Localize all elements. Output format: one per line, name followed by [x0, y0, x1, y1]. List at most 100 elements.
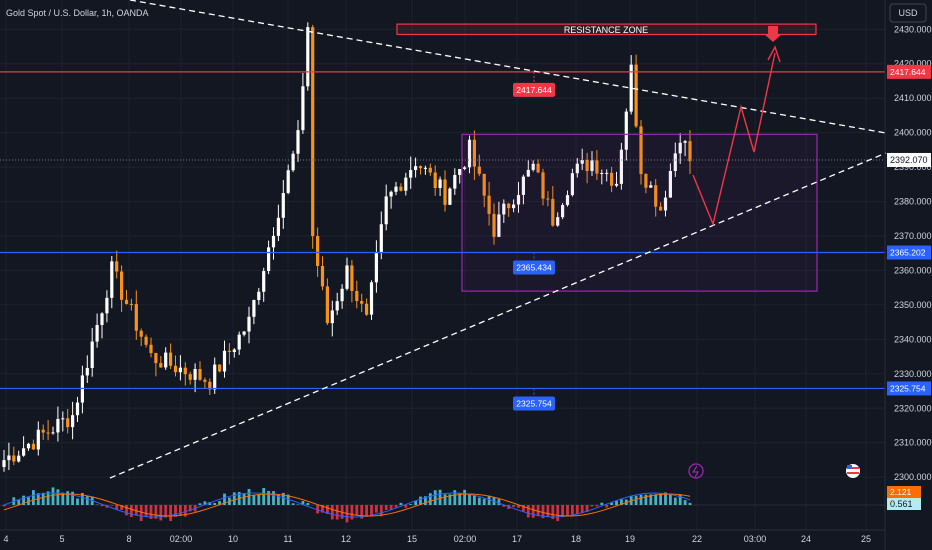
candle-body — [389, 191, 393, 197]
time-tick-label: 4 — [3, 534, 8, 544]
candle-body — [561, 205, 565, 218]
macd-histogram-bar — [664, 492, 667, 505]
candle-body — [120, 271, 124, 300]
macd-histogram-bar — [634, 495, 638, 505]
lightning-icon[interactable] — [688, 463, 704, 479]
price-level-tag-text: 2365.434 — [516, 263, 552, 273]
candle-body — [46, 432, 50, 434]
candle-body — [296, 130, 300, 154]
candle-body — [394, 186, 398, 192]
macd-histogram-bar — [164, 505, 168, 518]
candle-body — [365, 303, 369, 315]
time-axis[interactable]: 4 5 8 02:00 10 11 12 15 02:00 17 18 19 22 03:00 24 25 — [0, 529, 885, 544]
candle-body — [443, 179, 447, 205]
macd-histogram-bar — [370, 505, 373, 516]
macd-histogram-bar — [321, 505, 324, 513]
price-tick-label: 2350.000 — [894, 300, 932, 310]
macd-histogram-bar — [468, 494, 471, 505]
candle-body — [213, 364, 217, 390]
candle-body — [463, 167, 467, 170]
macd-histogram-bar — [330, 505, 334, 520]
candle-body — [90, 341, 94, 368]
macd-histogram-bar — [100, 505, 104, 507]
macd-histogram-bar — [688, 502, 692, 505]
lightning-icon-glyph — [691, 465, 700, 478]
candle-body — [325, 286, 329, 324]
macd-histogram-bar — [389, 505, 393, 510]
price-tick-label: 2380.000 — [894, 197, 932, 207]
macd-histogram-bar — [473, 495, 476, 505]
candle-body — [448, 188, 452, 205]
candle-body — [208, 381, 212, 390]
candle-body — [257, 291, 261, 301]
price-tick-label: 2310.000 — [894, 438, 932, 448]
candle-body — [350, 265, 354, 291]
macd-histogram-bar — [262, 488, 266, 505]
candle-body — [139, 330, 143, 337]
time-tick-label: 03:00 — [744, 534, 767, 544]
macd-histogram-bar — [605, 505, 609, 508]
candle-body — [316, 236, 320, 266]
candle-body — [252, 300, 256, 317]
macd-histogram-bar — [414, 500, 417, 505]
price-axis[interactable]: 2300.000 2310.000 2320.000 2330.000 2340.000… — [884, 0, 932, 550]
macd-histogram-bar — [144, 505, 148, 517]
resistance-zone-label: RESISTANCE ZONE — [564, 25, 648, 35]
macd-histogram-bar — [257, 494, 261, 505]
macd-histogram-bar — [76, 498, 79, 505]
macd-histogram-bar — [365, 505, 368, 517]
candle-body — [605, 172, 609, 174]
candle-body — [178, 367, 182, 373]
candle-body — [193, 369, 197, 380]
candle-body — [414, 166, 418, 171]
candle-body — [590, 160, 594, 171]
candle-body — [423, 167, 427, 169]
macd-histogram-bar — [379, 505, 383, 517]
price-tick-label: 2410.000 — [894, 93, 932, 103]
currency-button[interactable] — [889, 3, 927, 23]
candle-body — [291, 153, 295, 171]
time-tick-label: 25 — [861, 534, 871, 544]
macd-histogram-bar — [213, 502, 217, 505]
current-price-text: 2392.070 — [890, 155, 928, 165]
macd-histogram-bar — [669, 494, 672, 505]
time-tick-label: 11 — [283, 534, 292, 544]
candle-body — [144, 336, 148, 345]
candle-body — [320, 265, 325, 287]
candle-body — [12, 455, 16, 462]
candle-body — [154, 353, 158, 364]
candle-body — [453, 174, 457, 189]
price-axis-level-text: 2365.202 — [890, 248, 926, 258]
macd-histogram-bar — [110, 505, 114, 506]
candle-body — [271, 235, 276, 248]
candle-body — [169, 352, 173, 366]
time-tick-label: 8 — [126, 534, 131, 544]
macd-histogram-bar — [659, 493, 662, 505]
macd-histogram-bar — [620, 499, 623, 505]
macd-histogram-bar — [22, 495, 25, 505]
price-tick-label: 2330.000 — [894, 369, 932, 379]
macd-histogram-bar — [169, 505, 172, 521]
price-tick-label: 2360.000 — [894, 265, 932, 275]
macd-histogram-bar — [242, 493, 246, 505]
macd-histogram-bar — [46, 491, 50, 505]
candle-body — [570, 173, 574, 196]
macd-histogram-bar — [575, 505, 579, 515]
price-level-tag-text: 2417.644 — [516, 85, 552, 95]
candle-body — [678, 142, 682, 154]
macd-histogram-bar — [350, 505, 354, 520]
candle-body — [472, 139, 476, 167]
macd-histogram-bar — [541, 505, 545, 519]
macd-histogram-bar — [399, 502, 403, 505]
signal-line — [3, 493, 691, 517]
macd-histogram-bar — [81, 493, 84, 505]
time-tick-label: 24 — [801, 534, 811, 544]
macd-histogram-bar — [649, 494, 653, 505]
candle-body — [61, 418, 65, 420]
macd-histogram-bar — [443, 494, 447, 505]
price-axis-level-tag — [887, 64, 931, 79]
candle-body — [198, 369, 202, 380]
candle-body — [649, 185, 653, 188]
candle-body — [600, 173, 604, 175]
